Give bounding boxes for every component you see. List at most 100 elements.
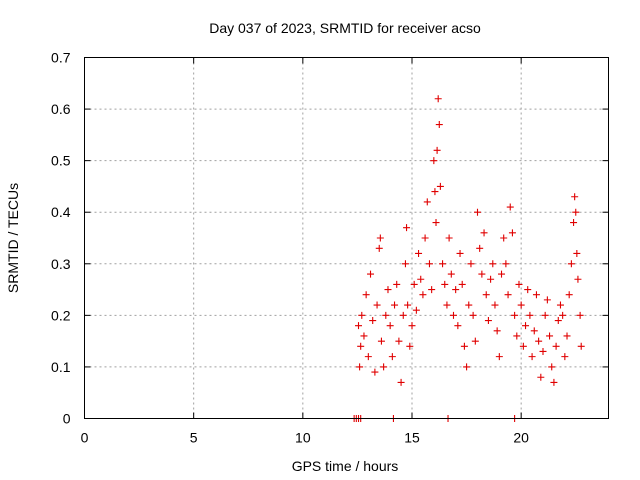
data-point xyxy=(543,296,551,304)
data-point xyxy=(428,286,436,294)
plot-frame xyxy=(84,57,609,419)
grid-layer xyxy=(84,57,609,419)
tick-labels: 0 5 10 15 20 0 0.1 0.2 0.3 0.4 0.5 0.6 0.7 xyxy=(51,50,529,446)
data-point xyxy=(460,342,468,350)
data-point xyxy=(535,337,543,345)
x-tick-label: 15 xyxy=(404,430,420,446)
data-point xyxy=(539,347,547,355)
x-tick-label: 5 xyxy=(190,430,198,446)
data-point xyxy=(546,332,554,340)
data-point xyxy=(406,342,414,350)
data-point xyxy=(537,373,545,381)
data-point xyxy=(380,363,388,371)
data-point xyxy=(454,322,462,330)
data-point xyxy=(576,311,584,319)
data-point xyxy=(441,280,449,288)
data-point xyxy=(432,219,440,227)
data-point xyxy=(495,353,503,361)
x-tick-label: 20 xyxy=(513,430,529,446)
data-point xyxy=(484,317,492,325)
y-tick-label: 0.6 xyxy=(51,101,71,117)
data-point xyxy=(500,234,508,242)
data-point xyxy=(478,270,486,278)
data-point xyxy=(431,188,439,196)
data-point xyxy=(355,322,363,330)
data-point xyxy=(375,244,383,252)
data-point xyxy=(522,322,530,330)
data-point xyxy=(571,193,579,201)
data-point xyxy=(404,301,412,309)
data-point xyxy=(554,317,562,325)
data-point xyxy=(515,280,523,288)
data-point xyxy=(517,301,525,309)
data-point xyxy=(552,342,560,350)
data-point xyxy=(489,260,497,268)
data-point xyxy=(408,322,416,330)
data-point xyxy=(467,260,475,268)
data-point xyxy=(433,146,441,154)
data-point xyxy=(423,198,431,206)
data-point xyxy=(425,260,433,268)
data-point xyxy=(401,260,409,268)
data-point xyxy=(417,275,425,283)
data-point xyxy=(565,291,573,299)
data-point xyxy=(356,363,364,371)
axis-ticks xyxy=(84,57,609,419)
data-point xyxy=(469,311,477,319)
data-point xyxy=(471,337,479,345)
data-point xyxy=(367,270,375,278)
data-point xyxy=(526,311,534,319)
data-point xyxy=(556,301,564,309)
data-point xyxy=(360,332,368,340)
data-point xyxy=(577,342,585,350)
data-point xyxy=(377,337,385,345)
data-point xyxy=(397,378,405,386)
data-point xyxy=(502,260,510,268)
data-point xyxy=(530,327,538,335)
data-point xyxy=(410,280,418,288)
data-point xyxy=(395,337,403,345)
data-point xyxy=(491,301,499,309)
data-point xyxy=(458,280,466,288)
data-point xyxy=(373,301,381,309)
data-point xyxy=(572,208,580,216)
data-point xyxy=(532,291,540,299)
x-tick-label: 0 xyxy=(81,430,89,446)
data-point xyxy=(573,249,581,257)
data-point xyxy=(482,291,490,299)
data-point xyxy=(541,311,549,319)
data-point xyxy=(386,322,394,330)
data-point xyxy=(419,291,427,299)
data-point xyxy=(508,229,516,237)
data-point xyxy=(421,234,429,242)
data-point xyxy=(445,234,453,242)
data-point xyxy=(561,353,569,361)
y-tick-label: 0.7 xyxy=(51,50,71,66)
data-point xyxy=(452,286,460,294)
y-tick-label: 0.2 xyxy=(51,307,71,323)
data-point xyxy=(403,224,411,232)
data-point xyxy=(476,244,484,252)
data-point xyxy=(369,317,377,325)
data-point xyxy=(548,363,556,371)
data-point xyxy=(550,378,558,386)
data-point xyxy=(474,208,481,216)
chart-title: Day 037 of 2023, SRMTID for receiver acs… xyxy=(209,20,481,36)
data-point xyxy=(435,121,443,129)
y-tick-label: 0.4 xyxy=(51,204,71,220)
data-point xyxy=(434,95,442,103)
data-point xyxy=(364,353,372,361)
data-point xyxy=(511,311,519,319)
data-point xyxy=(430,157,438,165)
data-point xyxy=(563,332,571,340)
y-tick-label: 0.3 xyxy=(51,256,71,272)
data-point xyxy=(524,286,532,294)
data-point xyxy=(362,291,370,299)
data-point xyxy=(399,311,407,319)
data-point xyxy=(415,249,423,257)
y-tick-label: 0.5 xyxy=(51,153,71,169)
data-point xyxy=(439,260,447,268)
data-point xyxy=(480,229,488,237)
data-point xyxy=(574,275,582,283)
